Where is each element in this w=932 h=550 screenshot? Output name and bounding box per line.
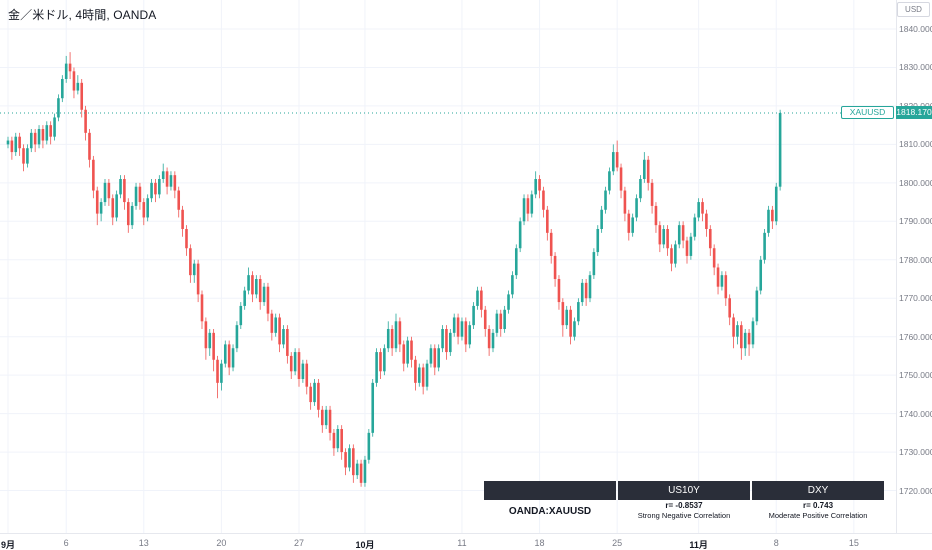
price-tick-label: 1730.000 bbox=[899, 447, 932, 458]
time-tick-label: 13 bbox=[138, 538, 149, 548]
correlation-r-dxy: r= 0.743 bbox=[802, 501, 834, 510]
price-tick-label: 1780.000 bbox=[899, 254, 932, 265]
price-tick-label: 1790.000 bbox=[899, 216, 932, 227]
time-tick-label: 11月 bbox=[689, 540, 708, 550]
correlation-header-dxy: DXY bbox=[752, 481, 884, 500]
price-tick-label: 1820.000 bbox=[899, 101, 932, 111]
price-tick-label: 1810.000 bbox=[899, 139, 932, 150]
time-tick-label: 9月 bbox=[0, 540, 15, 550]
price-tick-label: 1830.000 bbox=[899, 62, 932, 73]
correlation-desc-dxy: Moderate Positive Correlation bbox=[768, 511, 868, 520]
time-tick-label: 8 bbox=[773, 538, 779, 548]
time-tick-label: 25 bbox=[612, 538, 623, 548]
time-tick-label: 18 bbox=[534, 538, 545, 548]
price-tick-label: 1760.000 bbox=[899, 331, 932, 342]
correlation-desc-us10y: Strong Negative Correlation bbox=[637, 511, 731, 520]
price-tick-label: 1750.000 bbox=[899, 370, 932, 381]
symbol-title[interactable]: 金／米ドル, 4時間, OANDA bbox=[8, 8, 157, 22]
correlation-header-blank bbox=[484, 481, 616, 500]
time-tick-label: 11 bbox=[457, 538, 467, 548]
price-line-symbol-tag: XAUUSD bbox=[841, 105, 894, 119]
price-tick-label: 1770.000 bbox=[899, 293, 932, 304]
correlation-row-label: OANDA:XAUUSD bbox=[508, 506, 592, 517]
price-tick-label: 1800.000 bbox=[899, 177, 932, 188]
price-tick-label: 1740.000 bbox=[899, 408, 932, 419]
currency-badge[interactable]: USD bbox=[897, 2, 930, 17]
price-tick-label: 1840.000 bbox=[899, 24, 932, 34]
candlestick-chart-canvas[interactable] bbox=[0, 0, 896, 533]
time-tick-label: 27 bbox=[293, 538, 304, 548]
time-tick-label: 15 bbox=[848, 538, 859, 548]
correlation-r-us10y: r= -0.8537 bbox=[665, 501, 703, 510]
time-tick-label: 6 bbox=[63, 538, 69, 548]
time-tick-label: 20 bbox=[216, 538, 227, 548]
grid-lines bbox=[0, 0, 896, 533]
time-tick-label: 10月 bbox=[355, 540, 375, 550]
time-axis-border bbox=[0, 533, 932, 534]
price-tick-label: 1720.000 bbox=[899, 485, 932, 496]
candles bbox=[6, 52, 782, 487]
correlation-header-us10y: US10Y bbox=[618, 481, 750, 500]
price-axis-border bbox=[896, 0, 897, 533]
last-price-tag: 1818.170 bbox=[896, 105, 932, 119]
